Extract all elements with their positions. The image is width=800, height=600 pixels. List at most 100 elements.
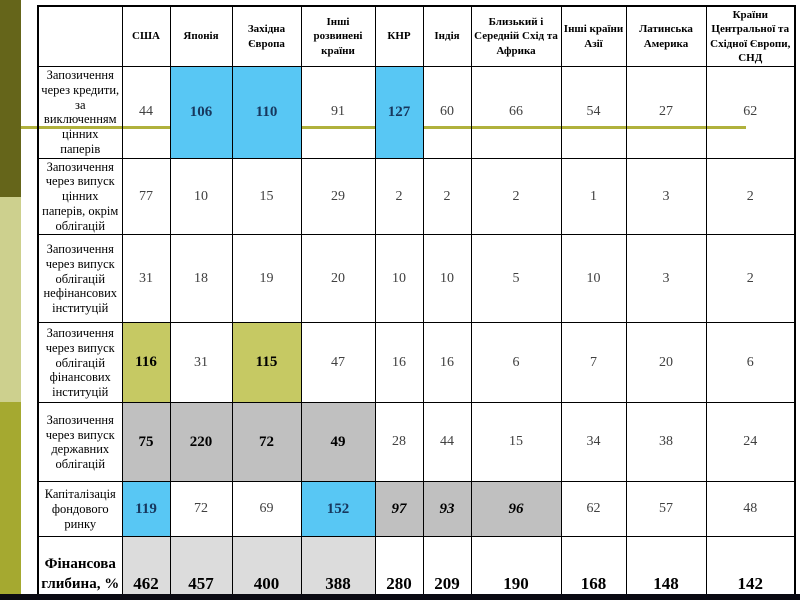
value-cell: 168 (560, 536, 627, 600)
value-cell: 19 (231, 234, 302, 324)
value-cell: 15 (231, 157, 302, 236)
left-accent-bar (0, 0, 21, 600)
value-cell: 31 (121, 234, 171, 324)
left-bar-segment-dark (0, 0, 21, 197)
value-cell: 110 (231, 66, 302, 159)
table-row: Запозичення через випуск державних обліг… (37, 402, 796, 483)
column-header: США (121, 5, 171, 68)
value-cell: 3 (625, 157, 707, 236)
column-header: Індія (422, 5, 472, 68)
value-cell: 388 (300, 536, 376, 600)
value-cell: 462 (121, 536, 171, 600)
value-cell: 15 (470, 402, 562, 483)
value-cell: 5 (470, 234, 562, 324)
column-header: КНР (374, 5, 424, 68)
header-row: США Японія Західна Європа Інші розвинені кр… (37, 5, 796, 68)
value-cell: 7 (560, 322, 627, 404)
value-cell: 1 (560, 157, 627, 236)
value-cell: 18 (169, 234, 233, 324)
table-row: Запозичення через випуск облігацій нефін… (37, 234, 796, 324)
value-cell: 10 (374, 234, 424, 324)
table-row: Запозичення через випуск облігацій фінан… (37, 322, 796, 404)
column-header: Японія (169, 5, 233, 68)
value-cell: 6 (705, 322, 796, 404)
value-cell: 2 (422, 157, 472, 236)
value-cell: 209 (422, 536, 472, 600)
value-cell: 2 (470, 157, 562, 236)
table-body: Запозичення через кредити, за виключення… (37, 66, 796, 600)
row-label: Запозичення через кредити, за виключення… (37, 66, 123, 159)
value-cell: 115 (231, 322, 302, 404)
value-cell: 24 (705, 402, 796, 483)
value-cell: 48 (705, 481, 796, 538)
value-cell: 148 (625, 536, 707, 600)
value-cell: 10 (169, 157, 233, 236)
value-cell: 27 (625, 66, 707, 159)
table-row: Запозичення через кредити, за виключення… (37, 66, 796, 159)
value-cell: 6 (470, 322, 562, 404)
left-bar-segment-pale (0, 197, 21, 402)
value-cell: 44 (121, 66, 171, 159)
value-cell: 106 (169, 66, 233, 159)
value-cell: 142 (705, 536, 796, 600)
value-cell: 457 (169, 536, 233, 600)
row-label: Фінансова глибина, % до ВВП (37, 536, 123, 600)
value-cell: 2 (374, 157, 424, 236)
value-cell: 116 (121, 322, 171, 404)
row-label: Запозичення через випуск облігацій нефін… (37, 234, 123, 324)
value-cell: 38 (625, 402, 707, 483)
value-cell: 152 (300, 481, 376, 538)
value-cell: 72 (231, 402, 302, 483)
value-cell: 31 (169, 322, 233, 404)
column-header: Близький і Середній Схід та Африка (470, 5, 562, 68)
row-label: Запозичення через випуск державних обліг… (37, 402, 123, 483)
value-cell: 280 (374, 536, 424, 600)
value-cell: 400 (231, 536, 302, 600)
financial-depth-table: США Японія Західна Європа Інші розвинені кр… (37, 5, 796, 600)
value-cell: 57 (625, 481, 707, 538)
value-cell: 93 (422, 481, 472, 538)
value-cell: 20 (300, 234, 376, 324)
financial-depth-table-wrap: США Японія Західна Європа Інші розвинені кр… (37, 5, 796, 600)
value-cell: 10 (422, 234, 472, 324)
left-bar-segment-medium (0, 402, 21, 600)
value-cell: 72 (169, 481, 233, 538)
table-row: Фінансова глибина, % до ВВП4624574003882… (37, 536, 796, 600)
value-cell: 62 (705, 66, 796, 159)
column-header: Інші країни Азії (560, 5, 627, 68)
value-cell: 2 (705, 234, 796, 324)
value-cell: 91 (300, 66, 376, 159)
value-cell: 77 (121, 157, 171, 236)
column-header: Інші розвинені країни (300, 5, 376, 68)
value-cell: 28 (374, 402, 424, 483)
value-cell: 49 (300, 402, 376, 483)
value-cell: 62 (560, 481, 627, 538)
value-cell: 66 (470, 66, 562, 159)
value-cell: 60 (422, 66, 472, 159)
value-cell: 47 (300, 322, 376, 404)
table-row: Запозичення через випуск цінних паперів,… (37, 157, 796, 236)
value-cell: 20 (625, 322, 707, 404)
value-cell: 34 (560, 402, 627, 483)
corner-cell (37, 5, 123, 68)
value-cell: 220 (169, 402, 233, 483)
column-header: Латинська Америка (625, 5, 707, 68)
value-cell: 127 (374, 66, 424, 159)
column-header: Західна Європа (231, 5, 302, 68)
value-cell: 54 (560, 66, 627, 159)
bottom-border-line (0, 594, 800, 600)
value-cell: 16 (422, 322, 472, 404)
column-header: Країни Центральної та Східної Європи, СН… (705, 5, 796, 68)
value-cell: 75 (121, 402, 171, 483)
value-cell: 190 (470, 536, 562, 600)
row-label: Запозичення через випуск цінних паперів,… (37, 157, 123, 236)
value-cell: 16 (374, 322, 424, 404)
value-cell: 119 (121, 481, 171, 538)
value-cell: 44 (422, 402, 472, 483)
value-cell: 3 (625, 234, 707, 324)
value-cell: 97 (374, 481, 424, 538)
row-label: Запозичення через випуск облігацій фінан… (37, 322, 123, 404)
value-cell: 96 (470, 481, 562, 538)
row-label: Капіталізація фондового ринку (37, 481, 123, 538)
